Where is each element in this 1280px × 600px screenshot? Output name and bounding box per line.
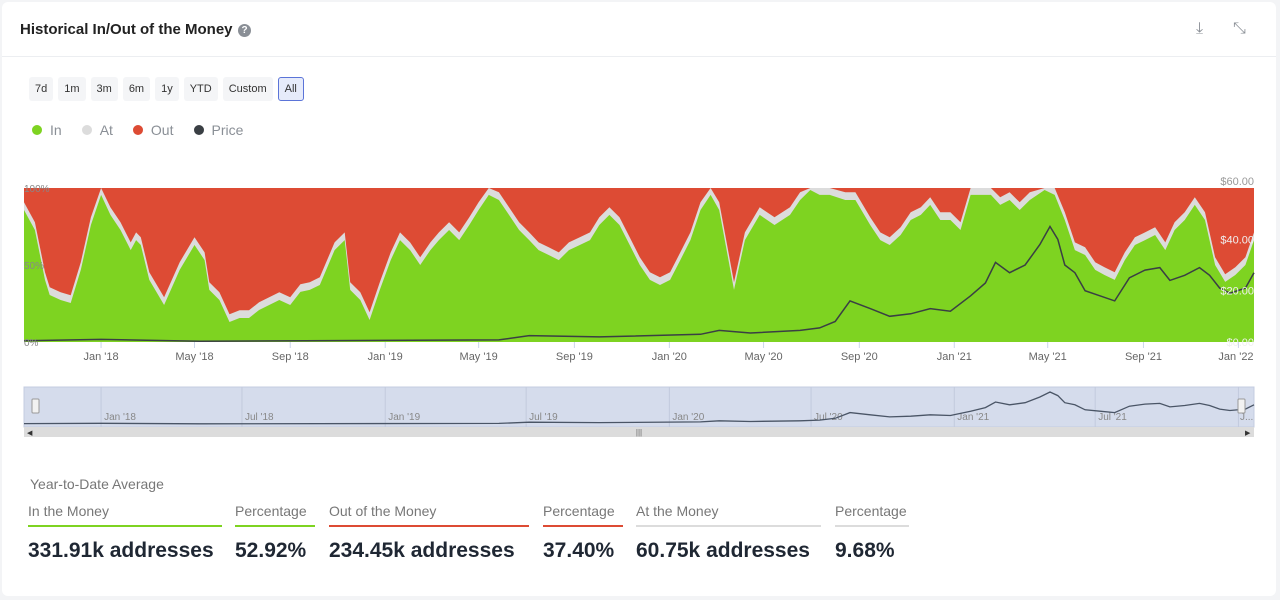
stat-label: At the Money bbox=[636, 503, 821, 527]
navigator-selection bbox=[23, 386, 1255, 428]
scrollbar-grip-icon: ||| bbox=[636, 428, 642, 437]
scroll-right-arrow-icon[interactable]: ▶ bbox=[1245, 430, 1251, 437]
x-tick-label: Jan '20 bbox=[652, 351, 687, 363]
x-tick-label: May '19 bbox=[460, 351, 498, 363]
stat-value: 60.75k addresses bbox=[636, 539, 810, 562]
x-tick-label: Jan '19 bbox=[368, 351, 403, 363]
x-tick-label: May '21 bbox=[1029, 351, 1067, 363]
price-axis-tick: $0.00 bbox=[1226, 337, 1254, 349]
price-line bbox=[23, 225, 1255, 342]
legend-label: Price bbox=[211, 122, 244, 138]
price-axis-tick: $40.00 bbox=[1220, 234, 1254, 246]
navigator-tick-label: Jan '19 bbox=[388, 412, 420, 423]
stat-value: 234.45k addresses bbox=[329, 539, 515, 562]
navigator-tick-label: Jan '21 bbox=[957, 412, 989, 423]
stat-in-the-money: In the Money 331.91k addresses bbox=[28, 503, 222, 563]
percent-axis-tick: 100% bbox=[24, 184, 50, 195]
x-tick-label: Jan '22 bbox=[1218, 351, 1253, 363]
legend-dot-icon bbox=[132, 125, 143, 135]
stat-in-percentage: Percentage 52.92% bbox=[235, 503, 315, 563]
legend-item-price[interactable]: Price bbox=[193, 122, 244, 138]
summary-title: Year-to-Date Average bbox=[30, 476, 164, 492]
navigator-tick-label: J... bbox=[1240, 412, 1253, 423]
stat-value: 9.68% bbox=[835, 539, 895, 562]
legend-dot-icon bbox=[81, 125, 92, 135]
navigator-tick-label: Jan '20 bbox=[672, 412, 704, 423]
navigator-tick-label: Jul '19 bbox=[529, 412, 558, 423]
stat-out-of-the-money: Out of the Money 234.45k addresses bbox=[329, 503, 529, 563]
range-1m-button[interactable]: 1m bbox=[58, 77, 86, 101]
range-7d-button[interactable]: 7d bbox=[29, 77, 54, 101]
x-tick-label: May '20 bbox=[744, 351, 782, 363]
legend-item-at[interactable]: At bbox=[81, 122, 113, 138]
navigator-right-handle[interactable] bbox=[1237, 398, 1246, 414]
legend: In At Out Price bbox=[32, 122, 243, 138]
navigator-tick-label: Jan '18 bbox=[104, 412, 136, 423]
legend-label: At bbox=[99, 122, 113, 138]
x-tick-label: Sep '18 bbox=[272, 351, 309, 363]
stat-out-percentage: Percentage 37.40% bbox=[543, 503, 623, 563]
question-circle-icon[interactable]: ? bbox=[238, 24, 251, 37]
download-icon[interactable]: ⤓ bbox=[1196, 20, 1204, 37]
stat-label: Percentage bbox=[235, 503, 315, 527]
price-axis-tick: $60.00 bbox=[1220, 176, 1254, 188]
legend-item-in[interactable]: In bbox=[32, 122, 62, 138]
percent-axis-tick: 0% bbox=[24, 338, 39, 349]
compress-icon[interactable]: ⤡ bbox=[1233, 20, 1246, 37]
card-header: Historical In/Out of the Money ? ⤓ ⤡ bbox=[2, 2, 1276, 57]
scroll-left-arrow-icon[interactable]: ◀ bbox=[27, 430, 33, 437]
stat-at-the-money: At the Money 60.75k addresses bbox=[636, 503, 821, 563]
range-selector: 7d 1m 3m 6m 1y YTD Custom All bbox=[29, 77, 304, 101]
legend-dot-icon bbox=[193, 125, 204, 135]
navigator-price-line bbox=[23, 391, 1255, 425]
stat-label: Percentage bbox=[835, 503, 909, 527]
navigator-tick-label: Jul '20 bbox=[814, 412, 843, 423]
stat-at-percentage: Percentage 9.68% bbox=[835, 503, 909, 563]
price-axis-tick: $20.00 bbox=[1220, 286, 1254, 298]
scrollbar[interactable] bbox=[24, 427, 1254, 437]
range-3m-button[interactable]: 3m bbox=[90, 77, 118, 101]
stat-value: 331.91k addresses bbox=[28, 539, 214, 562]
in-area bbox=[24, 190, 1254, 342]
range-custom-button[interactable]: Custom bbox=[222, 77, 273, 101]
navigator-tick-label: Jul '21 bbox=[1098, 412, 1127, 423]
page-title: Historical In/Out of the Money bbox=[20, 21, 233, 38]
stat-value: 37.40% bbox=[543, 539, 615, 562]
legend-label: In bbox=[50, 122, 62, 138]
legend-label: Out bbox=[150, 122, 174, 138]
percent-axis-tick: 50% bbox=[24, 261, 44, 272]
x-tick-label: Jan '18 bbox=[83, 351, 118, 363]
range-6m-button[interactable]: 6m bbox=[122, 77, 151, 101]
range-all-button[interactable]: All bbox=[277, 77, 304, 101]
navigator-left-handle[interactable] bbox=[31, 398, 40, 414]
stat-label: Percentage bbox=[543, 503, 623, 527]
stat-label: Out of the Money bbox=[329, 503, 529, 527]
range-ytd-button[interactable]: YTD bbox=[183, 77, 218, 101]
x-tick-label: Jan '21 bbox=[937, 351, 972, 363]
legend-dot-icon bbox=[32, 125, 42, 135]
legend-item-out[interactable]: Out bbox=[132, 122, 174, 138]
x-tick-label: Sep '19 bbox=[556, 351, 593, 363]
navigator-tick-label: Jul '18 bbox=[245, 412, 274, 423]
stat-label: In the Money bbox=[28, 503, 222, 527]
x-tick-label: Sep '21 bbox=[1125, 351, 1162, 363]
x-tick-label: Sep '20 bbox=[841, 351, 878, 363]
range-1y-button[interactable]: 1y bbox=[155, 77, 179, 101]
stat-value: 52.92% bbox=[235, 539, 307, 562]
x-tick-label: May '18 bbox=[175, 351, 213, 363]
